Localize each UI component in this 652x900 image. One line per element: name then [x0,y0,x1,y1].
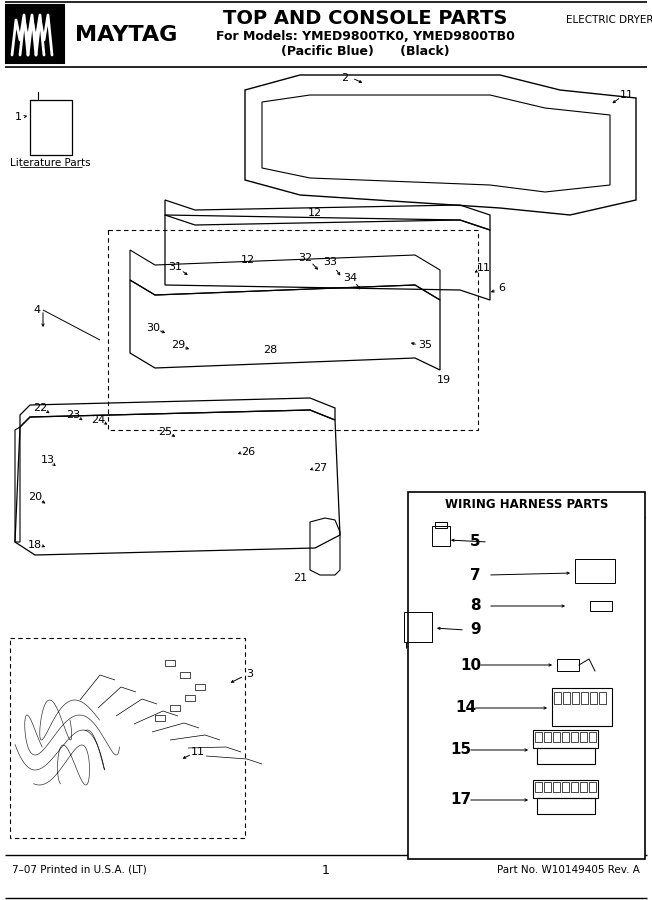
Text: 9: 9 [470,623,481,637]
Text: MAYTAG: MAYTAG [75,25,177,45]
Text: 11: 11 [191,747,205,757]
Text: 6: 6 [499,283,505,293]
Text: For Models: YMED9800TK0, YMED9800TB0: For Models: YMED9800TK0, YMED9800TB0 [216,30,514,42]
Bar [589,782,596,792]
Bar [165,660,175,666]
Bar [170,705,180,711]
Bar [580,782,587,792]
Text: 3: 3 [246,669,254,679]
Bar [30,100,72,155]
Text: 8: 8 [470,598,481,614]
Bar [10,638,245,838]
Text: 33: 33 [323,257,337,267]
Text: ELECTRIC DRYER: ELECTRIC DRYER [566,15,652,25]
Bar [557,659,579,671]
Text: 12: 12 [241,255,255,265]
Bar [572,692,579,704]
Bar [571,782,578,792]
Text: 30: 30 [146,323,160,333]
Text: 1: 1 [14,112,22,122]
Bar [552,688,612,726]
Text: 22: 22 [33,403,47,413]
Bar [6,5,64,63]
Text: 14: 14 [455,700,476,716]
Bar [537,748,595,764]
Bar [554,692,561,704]
Text: 28: 28 [263,345,277,355]
Bar [571,732,578,742]
Text: 11: 11 [477,263,491,273]
Bar [533,730,598,748]
Bar [432,526,450,546]
Bar [108,230,478,430]
Text: 29: 29 [171,340,185,350]
Text: WIRING HARNESS PARTS: WIRING HARNESS PARTS [445,499,608,511]
Text: 35: 35 [418,340,432,350]
Bar [562,732,569,742]
Bar [544,732,551,742]
Text: 17: 17 [450,793,471,807]
Bar [553,782,560,792]
Text: 20: 20 [28,492,42,502]
Bar [575,559,615,583]
Bar [537,798,595,814]
Text: 11: 11 [620,90,634,100]
Text: 1: 1 [322,863,330,877]
Text: 2: 2 [342,73,349,83]
Bar [533,780,598,798]
Text: Literature Parts: Literature Parts [10,158,91,168]
Text: 19: 19 [437,375,451,385]
Text: 31: 31 [168,262,182,272]
Bar [155,715,165,721]
Text: 10: 10 [460,658,481,672]
Text: 12: 12 [308,208,322,218]
Bar [535,732,542,742]
Bar [581,692,588,704]
Bar [589,732,596,742]
Text: 13: 13 [41,455,55,465]
Text: 21: 21 [293,573,307,583]
Text: 7: 7 [470,568,481,582]
Text: 15: 15 [450,742,471,758]
Text: 5: 5 [470,535,481,550]
Bar [562,782,569,792]
Bar [435,522,447,528]
Bar [404,612,432,642]
Text: 24: 24 [91,415,105,425]
Text: 32: 32 [298,253,312,263]
Bar [195,684,205,690]
Text: Part No. W10149405 Rev. A: Part No. W10149405 Rev. A [497,865,640,875]
Bar [185,695,195,701]
Text: (Pacific Blue)      (Black): (Pacific Blue) (Black) [281,44,449,58]
Text: TOP AND CONSOLE PARTS: TOP AND CONSOLE PARTS [223,8,507,28]
Text: 34: 34 [343,273,357,283]
Text: 4: 4 [33,305,40,315]
Bar [563,692,570,704]
Text: 23: 23 [66,410,80,420]
Text: 27: 27 [313,463,327,473]
Text: 25: 25 [158,427,172,437]
Bar [553,732,560,742]
Text: 26: 26 [241,447,255,457]
Bar [580,732,587,742]
Text: 18: 18 [28,540,42,550]
Bar [535,782,542,792]
Bar [599,692,606,704]
Bar [590,601,612,611]
Bar [180,672,190,678]
Bar [544,782,551,792]
Bar [408,492,645,859]
Bar [590,692,597,704]
Text: 7–07 Printed in U.S.A. (LT): 7–07 Printed in U.S.A. (LT) [12,865,147,875]
